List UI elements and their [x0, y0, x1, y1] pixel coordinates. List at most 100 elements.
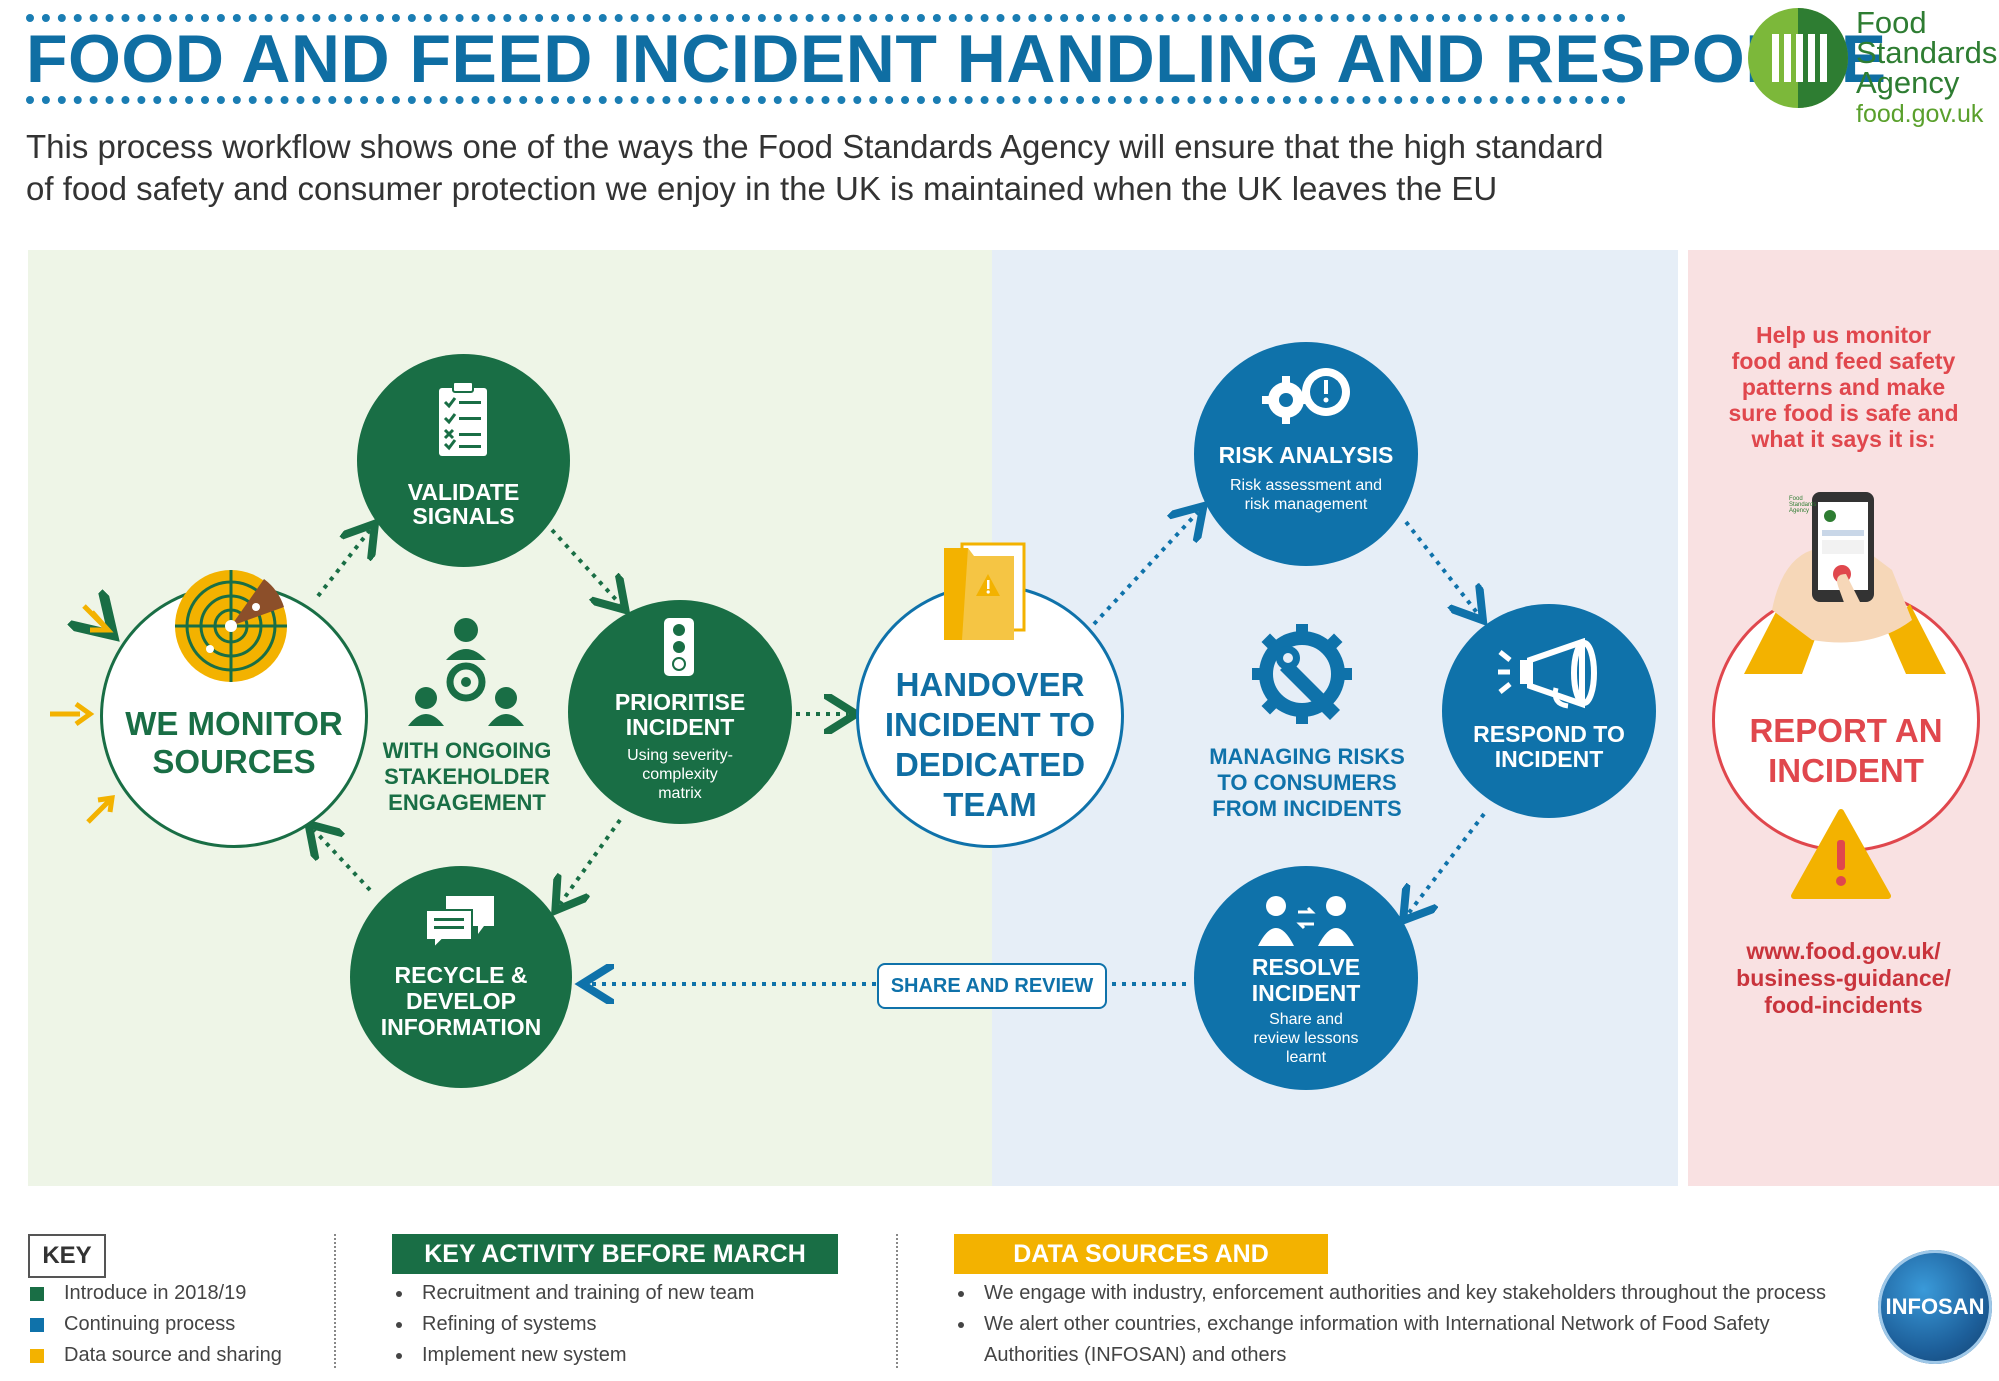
risk-sub-1: Risk assessment and [1229, 477, 1383, 494]
arrow-risk-to-respond [1404, 520, 1478, 614]
data-sources-heading: DATA SOURCES AND SHARING: [954, 1234, 1328, 1308]
recycle-line-1: RECYCLE & [394, 962, 528, 988]
key-swatch-blue [30, 1317, 44, 1332]
report-line-2: INCIDENT [1768, 752, 1924, 789]
managing-line-2: TO CONSUMERS [1217, 770, 1397, 795]
node-risk-analysis: RISK ANALYSIS Risk assessment and risk m… [1194, 342, 1418, 566]
report-url-link[interactable]: www.food.gov.uk/ business-guidance/ food… [1700, 938, 1987, 1019]
key-item-introduce: Introduce in 2018/19 [30, 1280, 246, 1306]
data-item-alert-line-2: Authorities (INFOSAN) and others [984, 1344, 1287, 1366]
engagement-line-2: STAKEHOLDER [384, 764, 550, 789]
data-item-engage: We engage with industry, enforcement aut… [976, 1278, 1874, 1309]
handover-line-2: INCIDENT TO [884, 706, 1096, 743]
resolve-sub-2: review lessons [1253, 1030, 1359, 1047]
node-prioritise-incident: PRIORITISE INCIDENT Using severity- comp… [568, 600, 792, 824]
footer-divider-2 [896, 1234, 898, 1368]
node-resolve-incident: RESOLVE INCIDENT Share and review lesson… [1194, 866, 1418, 1090]
activity-item-refining: Refining of systems [414, 1309, 872, 1340]
arrow-handover-to-risk [1092, 512, 1198, 626]
key-swatch-yellow [30, 1348, 44, 1363]
report-url-line-3: food-incidents [1764, 992, 1923, 1018]
phone-screen-logo: Food Standards Agency [1789, 496, 1829, 514]
gears-warning-icon [1262, 368, 1350, 424]
phone-hand-icon [1744, 492, 1946, 674]
validate-line-2: SIGNALS [412, 503, 515, 529]
logo-line-2: Standards [1856, 35, 1998, 70]
warning-triangle-icon [1791, 809, 1891, 899]
megaphone-icon [1498, 638, 1597, 709]
monitor-line-2: SOURCES [152, 743, 316, 780]
prioritise-sub-2: complexity [642, 766, 718, 783]
help-line-5: what it says it is: [1751, 426, 1936, 452]
handover-line-1: HANDOVER [895, 666, 1085, 703]
resolve-sub-3: learnt [1285, 1049, 1327, 1066]
radar-icon [175, 570, 287, 682]
checklist-icon [439, 381, 487, 456]
phone-logo-line-1: Food [1789, 496, 1803, 502]
logo-line-1: Food [1856, 5, 1927, 40]
handover-line-3: DEDICATED [894, 746, 1086, 783]
managing-line-1: MANAGING RISKS [1209, 744, 1405, 769]
engagement-line-3: ENGAGEMENT [388, 790, 546, 815]
help-line-1: Help us monitor [1755, 322, 1932, 348]
logo-line-3: Agency [1856, 65, 1960, 100]
recycle-line-2: DEVELOP [406, 988, 516, 1014]
prioritise-sub-1: Using severity- [627, 747, 733, 764]
node-recycle-develop: RECYCLE & DEVELOP INFORMATION [350, 866, 572, 1088]
people-exchange-icon [1258, 896, 1354, 946]
fsa-logo-name: Food Standards Agency [1856, 5, 1998, 100]
fsa-logo: Food Standards Agency food.gov.uk [1740, 0, 1999, 140]
key-label-data-source: Data source and sharing [64, 1344, 282, 1366]
resolve-sub-1: Share and [1269, 1011, 1343, 1028]
handover-line-4: TEAM [943, 786, 1037, 823]
help-text: Help us monitor food and feed safety pat… [1700, 322, 1987, 452]
stakeholder-group-icon [408, 618, 524, 726]
activity-item-implement: Implement new system [414, 1340, 872, 1371]
arrow-respond-to-resolve [1408, 812, 1486, 914]
traffic-light-icon [664, 618, 694, 676]
page-title: FOOD AND FEED INCIDENT HANDLING AND RESP… [26, 21, 1887, 97]
key-swatch-green [30, 1286, 44, 1301]
key-item-data-source: Data source and sharing [30, 1342, 282, 1368]
prioritise-sub-3: matrix [658, 785, 702, 802]
key-title: KEY [28, 1234, 106, 1278]
data-item-alert-line-1: We alert other countries, exchange infor… [984, 1313, 1770, 1335]
title-dotted-rule-top [26, 14, 1626, 22]
recycle-line-3: INFORMATION [380, 1014, 542, 1040]
help-line-3: patterns and make [1741, 374, 1946, 400]
intro-text: This process workflow shows one of the w… [26, 126, 1646, 210]
prioritise-line-2: INCIDENT [625, 714, 735, 740]
managing-line-3: FROM INCIDENTS [1212, 796, 1402, 821]
help-line-4: sure food is safe and [1728, 400, 1959, 426]
infosan-logo: INFOSAN [1878, 1250, 1992, 1364]
help-line-2: food and feed safety [1731, 348, 1956, 374]
intro-line-1: This process workflow shows one of the w… [26, 128, 1604, 165]
footer-divider-1 [334, 1234, 336, 1368]
key-activity-heading: KEY ACTIVITY BEFORE MARCH 2019: [392, 1234, 838, 1308]
fsa-fork-icon [1748, 8, 1848, 108]
warning-folder-icon [944, 542, 1026, 640]
risk-line-1: RISK ANALYSIS [1218, 442, 1394, 468]
key-activity-list: Recruitment and training of new team Ref… [392, 1278, 872, 1371]
resolve-line-1: RESOLVE [1251, 954, 1361, 980]
monitor-line-1: WE MONITOR [125, 705, 343, 742]
prioritise-line-1: PRIORITISE [614, 689, 746, 715]
data-item-alert: We alert other countries, exchange infor… [976, 1309, 1874, 1371]
share-and-review-label: SHARE AND REVIEW [877, 963, 1107, 1009]
phone-logo-line-3: Agency [1789, 508, 1810, 514]
arrow-prioritise-to-recycle [560, 818, 622, 904]
key-label-introduce: Introduce in 2018/19 [64, 1282, 247, 1304]
gear-wrench-icon [1252, 624, 1352, 724]
arrow-validate-to-prioritise [550, 528, 620, 604]
page-title-block: FOOD AND FEED INCIDENT HANDLING AND RESP… [26, 14, 1886, 104]
risk-sub-2: risk management [1244, 496, 1368, 513]
validate-line-1: VALIDATE [407, 479, 520, 505]
managing-risks-label: MANAGING RISKS TO CONSUMERS FROM INCIDEN… [1200, 744, 1414, 822]
intro-line-2: of food safety and consumer protection w… [26, 170, 1498, 207]
respond-line-2: INCIDENT [1494, 746, 1604, 772]
report-url-line-1: www.food.gov.uk/ [1746, 938, 1941, 964]
data-sources-list: We engage with industry, enforcement aut… [954, 1278, 1874, 1371]
phone-logo-line-2: Standards [1789, 502, 1817, 508]
report-line-1: REPORT AN [1749, 712, 1943, 749]
